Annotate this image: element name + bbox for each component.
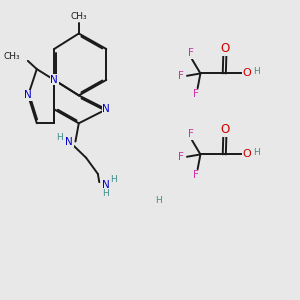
Text: H: H bbox=[253, 68, 260, 76]
Text: CH₃: CH₃ bbox=[70, 12, 87, 21]
Text: F: F bbox=[193, 170, 199, 180]
Text: F: F bbox=[193, 89, 199, 99]
Text: H: H bbox=[155, 196, 162, 205]
Text: O: O bbox=[220, 42, 230, 55]
Text: F: F bbox=[178, 71, 184, 81]
Text: O: O bbox=[242, 149, 251, 159]
Text: N: N bbox=[24, 90, 32, 100]
Text: F: F bbox=[188, 129, 194, 140]
Text: N: N bbox=[50, 75, 58, 85]
Text: N: N bbox=[102, 179, 109, 190]
Text: H: H bbox=[102, 189, 109, 198]
Text: CH₃: CH₃ bbox=[3, 52, 20, 61]
Text: H: H bbox=[57, 134, 63, 142]
Text: H: H bbox=[110, 175, 117, 184]
Text: O: O bbox=[242, 68, 251, 78]
Text: F: F bbox=[178, 152, 184, 162]
Text: N: N bbox=[65, 136, 73, 146]
Text: O: O bbox=[220, 123, 230, 136]
Text: H: H bbox=[253, 148, 260, 158]
Text: F: F bbox=[188, 48, 194, 59]
Text: N: N bbox=[102, 104, 110, 114]
